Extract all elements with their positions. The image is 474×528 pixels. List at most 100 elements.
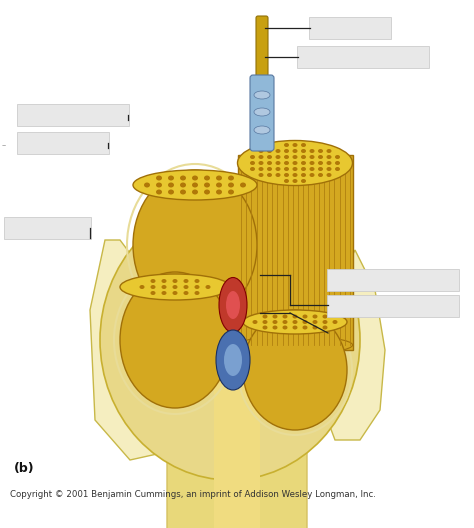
Ellipse shape (192, 175, 198, 181)
Ellipse shape (275, 155, 281, 159)
Ellipse shape (332, 320, 337, 324)
Text: –: – (2, 141, 6, 150)
Ellipse shape (267, 161, 272, 165)
Ellipse shape (206, 285, 210, 289)
Ellipse shape (194, 285, 200, 289)
Ellipse shape (243, 310, 347, 430)
Ellipse shape (301, 143, 306, 147)
Ellipse shape (284, 179, 289, 183)
Ellipse shape (258, 161, 264, 165)
Ellipse shape (183, 279, 189, 283)
FancyBboxPatch shape (327, 295, 459, 317)
Ellipse shape (284, 167, 289, 171)
Ellipse shape (310, 167, 315, 171)
Ellipse shape (267, 173, 272, 177)
Ellipse shape (162, 291, 166, 295)
Ellipse shape (292, 155, 298, 159)
Ellipse shape (162, 285, 166, 289)
Ellipse shape (216, 183, 222, 187)
Ellipse shape (258, 167, 264, 171)
Ellipse shape (312, 320, 318, 324)
Ellipse shape (180, 175, 186, 181)
Ellipse shape (292, 320, 298, 324)
Ellipse shape (216, 330, 250, 390)
Text: Copyright © 2001 Benjamin Cummings, an imprint of Addison Wesley Longman, Inc.: Copyright © 2001 Benjamin Cummings, an i… (10, 490, 376, 499)
Ellipse shape (180, 183, 186, 187)
Ellipse shape (253, 320, 257, 324)
Ellipse shape (275, 173, 281, 177)
Ellipse shape (263, 325, 267, 329)
Ellipse shape (267, 155, 272, 159)
Ellipse shape (216, 175, 222, 181)
Ellipse shape (228, 183, 234, 187)
Ellipse shape (292, 143, 298, 147)
Ellipse shape (204, 190, 210, 194)
Ellipse shape (228, 190, 234, 194)
Ellipse shape (156, 183, 162, 187)
Ellipse shape (310, 149, 315, 153)
Ellipse shape (322, 315, 328, 318)
FancyBboxPatch shape (17, 104, 129, 126)
Ellipse shape (318, 167, 323, 171)
Ellipse shape (273, 320, 277, 324)
Ellipse shape (216, 190, 222, 194)
Ellipse shape (312, 325, 318, 329)
Ellipse shape (133, 170, 257, 320)
Ellipse shape (327, 173, 331, 177)
Ellipse shape (310, 155, 315, 159)
Polygon shape (222, 270, 262, 330)
Ellipse shape (254, 126, 270, 134)
FancyBboxPatch shape (309, 17, 391, 39)
Ellipse shape (302, 320, 308, 324)
Ellipse shape (312, 315, 318, 318)
Ellipse shape (263, 320, 267, 324)
FancyBboxPatch shape (4, 217, 91, 239)
Ellipse shape (301, 149, 306, 153)
Ellipse shape (301, 167, 306, 171)
Ellipse shape (204, 183, 210, 187)
Text: (b): (b) (14, 462, 35, 475)
Ellipse shape (327, 149, 331, 153)
Ellipse shape (292, 173, 298, 177)
Ellipse shape (267, 167, 272, 171)
FancyBboxPatch shape (297, 46, 429, 68)
Ellipse shape (139, 285, 145, 289)
Ellipse shape (318, 155, 323, 159)
Ellipse shape (292, 167, 298, 171)
Ellipse shape (224, 344, 242, 376)
Ellipse shape (183, 291, 189, 295)
Ellipse shape (318, 149, 323, 153)
Ellipse shape (327, 155, 331, 159)
Ellipse shape (267, 149, 272, 153)
FancyBboxPatch shape (327, 269, 459, 291)
Ellipse shape (162, 279, 166, 283)
Ellipse shape (183, 285, 189, 289)
Ellipse shape (273, 325, 277, 329)
Ellipse shape (292, 179, 298, 183)
Ellipse shape (250, 167, 255, 171)
Ellipse shape (173, 279, 177, 283)
Ellipse shape (273, 315, 277, 318)
Ellipse shape (168, 190, 174, 194)
Ellipse shape (250, 155, 255, 159)
Ellipse shape (258, 149, 264, 153)
Ellipse shape (327, 161, 331, 165)
FancyBboxPatch shape (167, 365, 307, 528)
FancyBboxPatch shape (250, 75, 274, 151)
Ellipse shape (168, 183, 174, 187)
Ellipse shape (194, 279, 200, 283)
FancyBboxPatch shape (256, 16, 268, 80)
Ellipse shape (144, 183, 150, 187)
Ellipse shape (258, 155, 264, 159)
Ellipse shape (151, 285, 155, 289)
Ellipse shape (254, 91, 270, 99)
Ellipse shape (240, 183, 246, 187)
Ellipse shape (243, 310, 347, 334)
Ellipse shape (151, 291, 155, 295)
Ellipse shape (173, 285, 177, 289)
Ellipse shape (284, 155, 289, 159)
Ellipse shape (263, 315, 267, 318)
Ellipse shape (180, 190, 186, 194)
Ellipse shape (237, 140, 353, 185)
Ellipse shape (173, 291, 177, 295)
